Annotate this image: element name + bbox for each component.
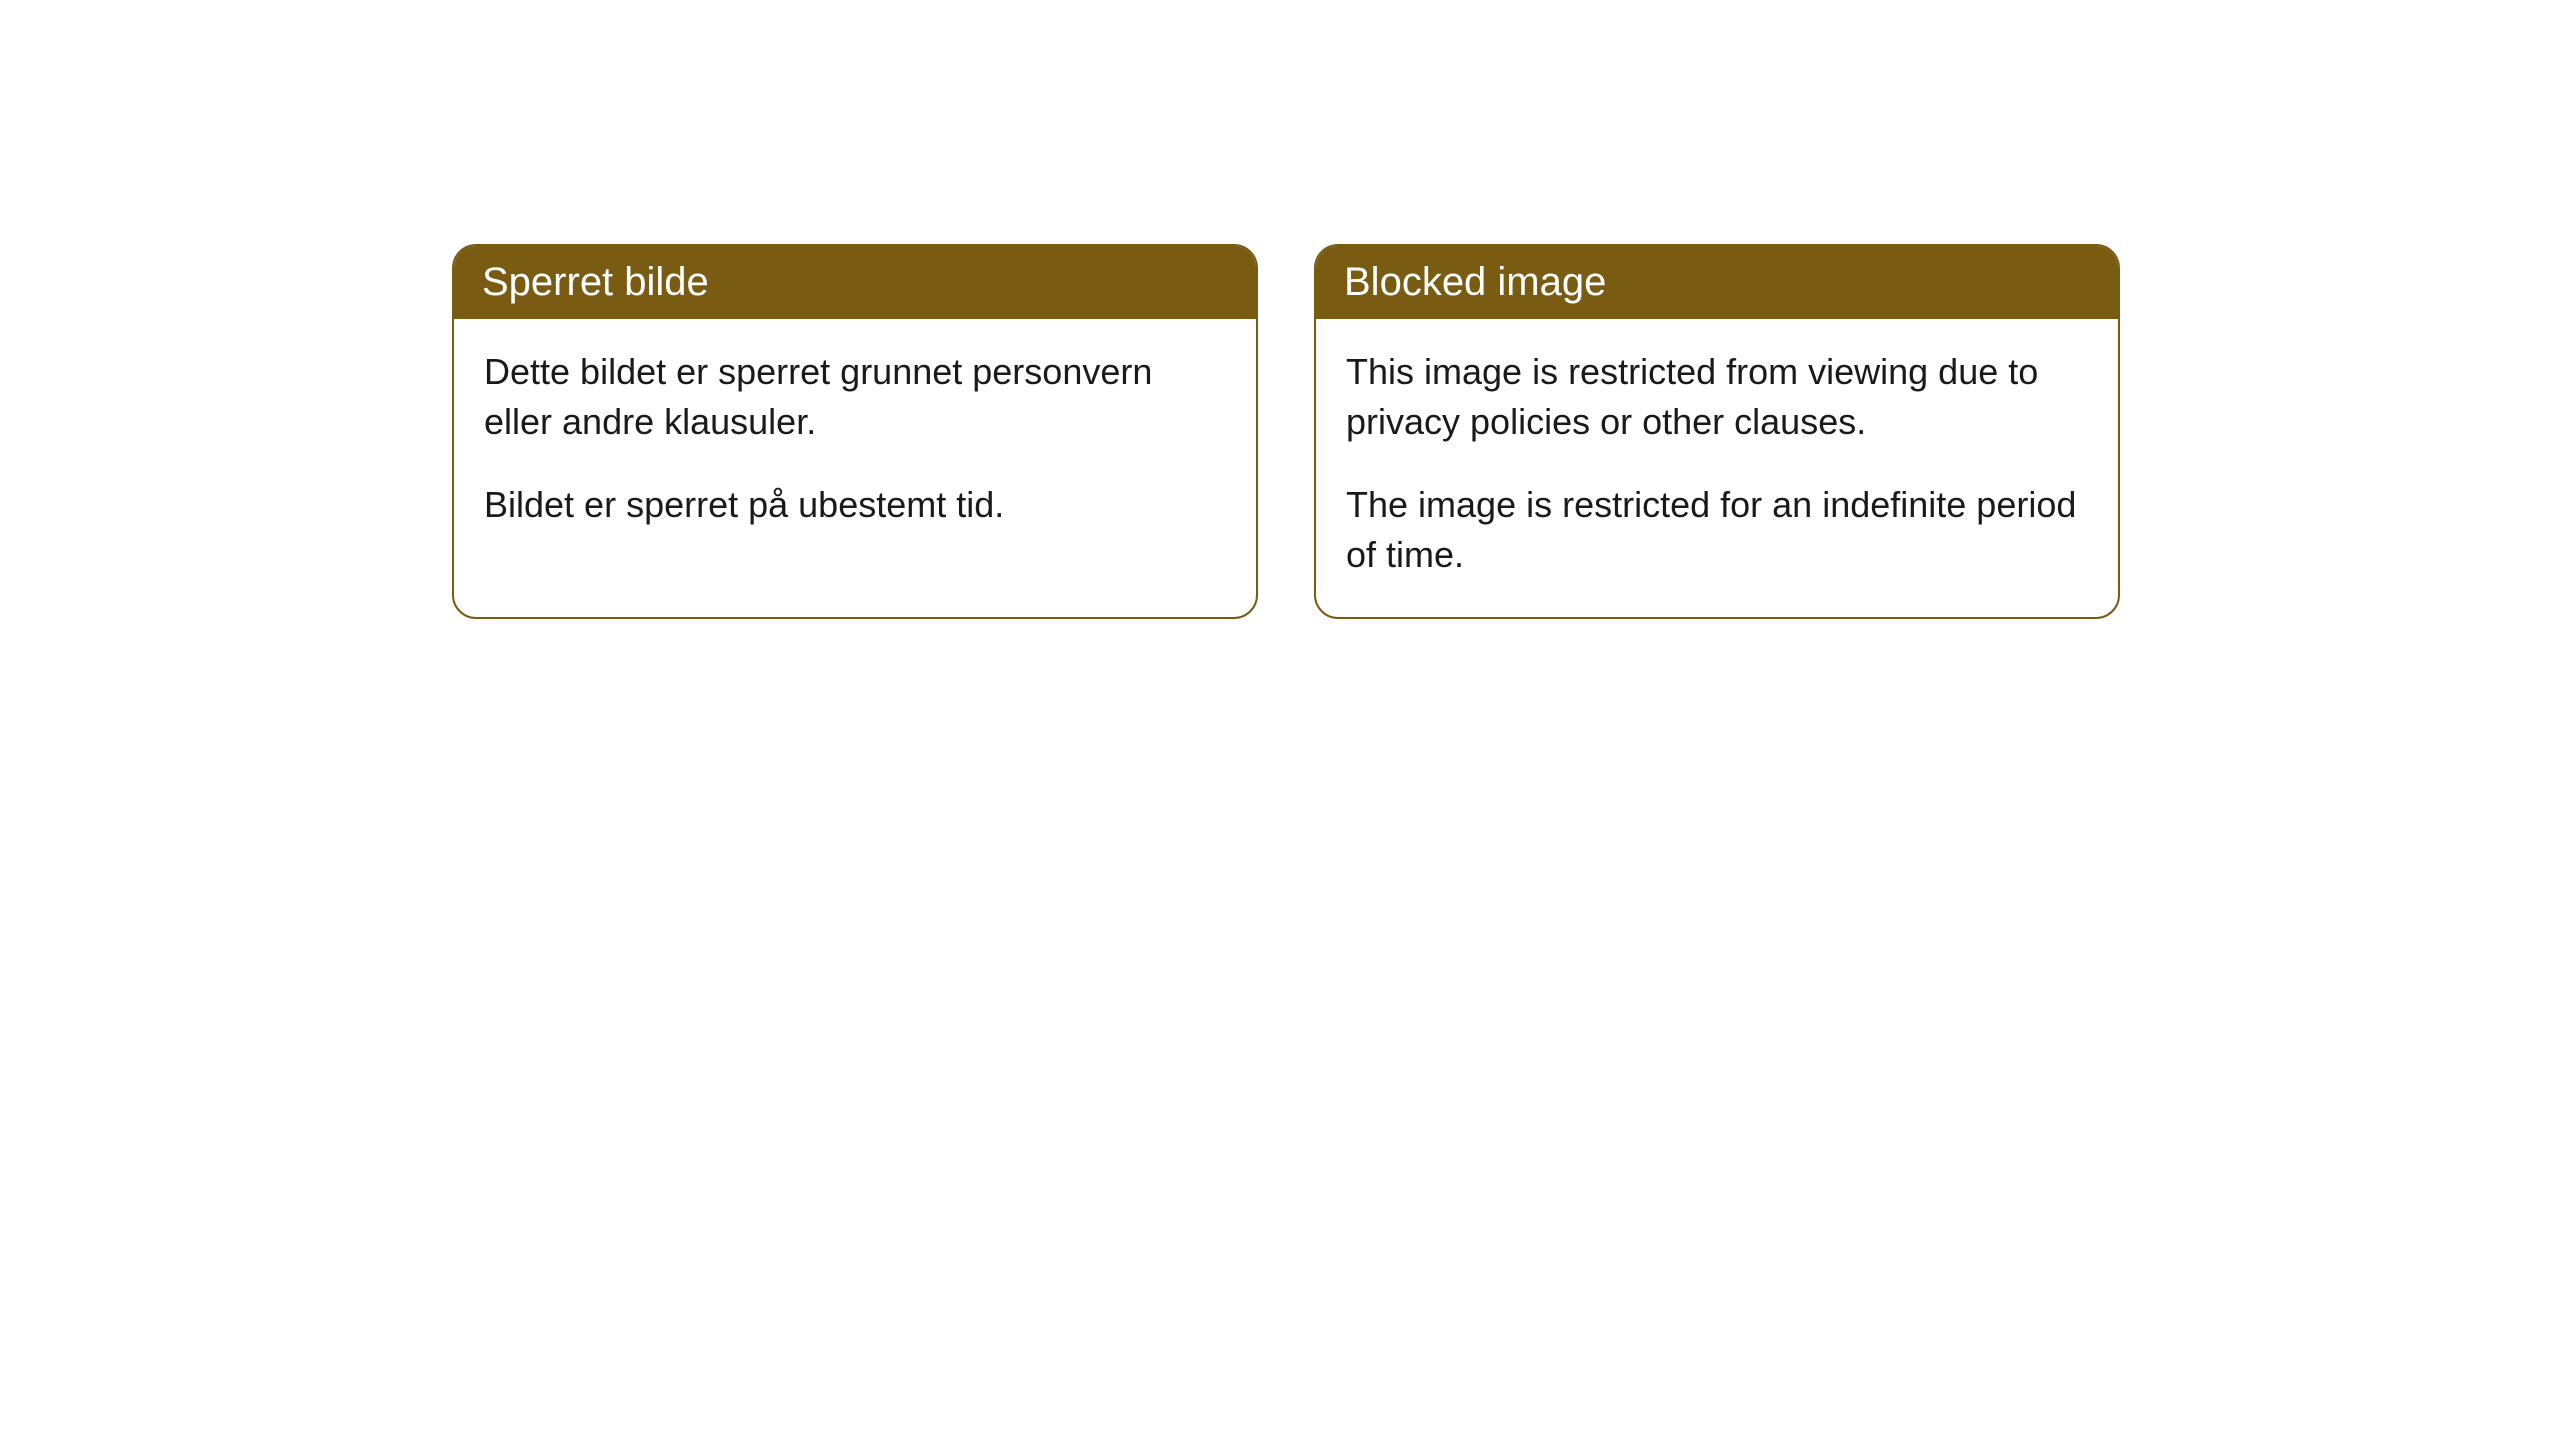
card-paragraph-no-2: Bildet er sperret på ubestemt tid. [484, 480, 1226, 530]
card-body-en: This image is restricted from viewing du… [1316, 319, 2118, 617]
blocked-image-card-en: Blocked image This image is restricted f… [1314, 244, 2120, 619]
card-body-no: Dette bildet er sperret grunnet personve… [454, 319, 1256, 566]
blocked-image-card-no: Sperret bilde Dette bildet er sperret gr… [452, 244, 1258, 619]
card-title-en: Blocked image [1316, 246, 2118, 319]
notice-container: Sperret bilde Dette bildet er sperret gr… [0, 0, 2560, 619]
card-paragraph-en-1: This image is restricted from viewing du… [1346, 347, 2088, 448]
card-title-no: Sperret bilde [454, 246, 1256, 319]
card-paragraph-en-2: The image is restricted for an indefinit… [1346, 480, 2088, 581]
card-paragraph-no-1: Dette bildet er sperret grunnet personve… [484, 347, 1226, 448]
